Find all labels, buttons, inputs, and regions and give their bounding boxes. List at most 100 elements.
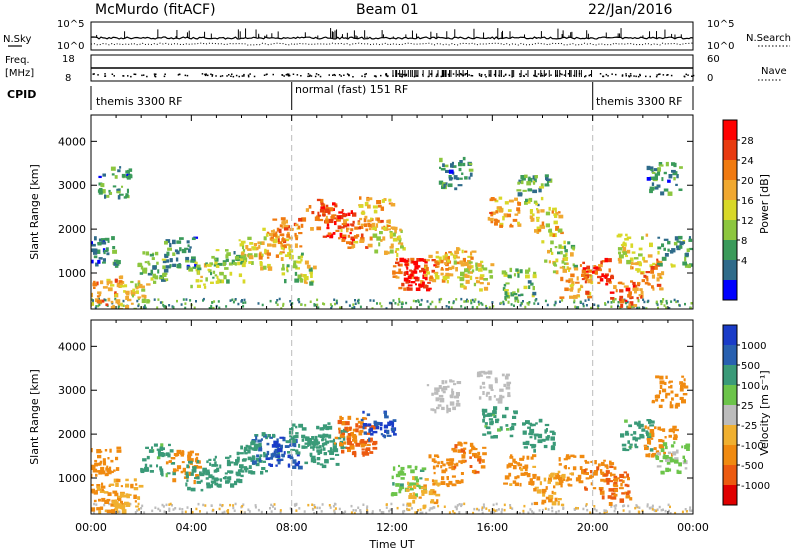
echo-cell	[445, 253, 448, 257]
ground-scatter-cell	[163, 510, 166, 513]
echo-cell	[469, 442, 474, 447]
echo-cell	[620, 244, 624, 247]
echo-cell	[470, 256, 474, 260]
ground-scatter-cell	[332, 505, 335, 508]
ground-scatter-cell	[597, 306, 600, 309]
echo-cell	[481, 264, 484, 270]
ground-scatter-cell	[481, 511, 484, 514]
echo-cell	[251, 447, 255, 451]
echo-cell	[285, 219, 288, 224]
ground-scatter-cell	[477, 300, 480, 304]
ground-scatter-cell	[495, 509, 498, 512]
echo-cell	[509, 455, 514, 459]
echo-cell	[274, 454, 279, 458]
echo-cell	[387, 224, 391, 227]
echo-cell	[563, 245, 567, 250]
echo-cell	[619, 295, 624, 299]
echo-cell	[580, 285, 584, 289]
echo-cell	[121, 185, 124, 188]
ground-scatter-cell	[551, 509, 554, 513]
x-tick-label: 00:00	[677, 521, 709, 534]
echo-cell	[392, 265, 397, 268]
echo-cell	[588, 269, 593, 273]
echo-cell	[650, 169, 654, 172]
echo-cell	[335, 462, 340, 466]
echo-cell	[628, 303, 631, 308]
ground-scatter-cell	[493, 510, 496, 514]
echo-cell	[104, 500, 110, 504]
echo-cell	[216, 467, 220, 472]
echo-cell	[682, 455, 686, 459]
echo-cell	[148, 449, 154, 453]
echo-cell	[334, 442, 337, 445]
nave-point	[649, 75, 651, 78]
echo-cell	[460, 285, 466, 288]
echo-cell	[457, 184, 463, 187]
echo-cell	[558, 211, 561, 214]
echo-cell	[669, 401, 672, 405]
echo-cell	[667, 240, 671, 245]
echo-cell	[532, 465, 537, 468]
echo-cell	[513, 410, 518, 413]
echo-cell	[381, 226, 384, 230]
ground-scatter-cell	[185, 298, 188, 301]
echo-cell	[569, 478, 573, 481]
echo-cell	[125, 290, 130, 295]
ground-scatter-cell	[269, 507, 271, 510]
echo-cell	[503, 283, 507, 287]
echo-cell	[688, 236, 691, 240]
echo-cell	[214, 461, 217, 465]
echo-cell	[657, 262, 660, 266]
ground-scatter-cell	[503, 503, 506, 507]
echo-cell	[298, 232, 303, 235]
echo-cell	[601, 495, 605, 500]
echo-cell	[550, 240, 554, 245]
cpid-label: CPID	[7, 88, 36, 101]
echo-cell	[514, 476, 518, 480]
echo-cell	[586, 274, 592, 277]
echo-cell	[468, 261, 473, 264]
echo-cell	[679, 387, 684, 392]
echo-cell	[454, 395, 459, 399]
nave-point	[633, 75, 635, 77]
echo-cell	[658, 162, 663, 166]
echo-cell	[517, 181, 520, 185]
echo-cell	[242, 458, 247, 461]
echo-cell	[247, 456, 252, 461]
echo-cell	[152, 265, 157, 270]
nave-point	[146, 75, 148, 78]
echo-cell	[505, 282, 510, 285]
echo-cell	[99, 450, 103, 453]
echo-cell	[124, 501, 129, 506]
ground-scatter-cell	[610, 505, 613, 508]
echo-cell	[125, 483, 130, 488]
ground-scatter-cell	[279, 509, 282, 512]
ground-scatter-cell	[586, 508, 589, 512]
colorbar-frame	[722, 324, 738, 506]
ground-scatter-cell	[526, 302, 529, 305]
echo-cell	[294, 232, 297, 237]
echo-cell	[392, 482, 395, 486]
echo-cell	[560, 474, 564, 480]
ground-scatter-cell	[452, 301, 455, 305]
ground-scatter-cell	[544, 507, 547, 510]
echo-cell	[116, 446, 122, 450]
echo-cell	[409, 269, 412, 272]
echo-cell	[334, 436, 339, 440]
echo-cell	[163, 268, 169, 273]
nave-point	[435, 75, 438, 78]
echo-cell	[393, 492, 398, 496]
echo-cell	[91, 473, 93, 479]
echo-cell	[657, 236, 661, 239]
echo-cell	[576, 294, 580, 297]
echo-cell	[102, 286, 108, 289]
ground-scatter-cell	[184, 510, 187, 514]
ground-scatter-cell	[161, 301, 164, 304]
y-tick-label: 1000	[58, 472, 86, 485]
echo-cell	[498, 196, 503, 200]
echo-cell	[246, 254, 249, 257]
echo-cell	[99, 506, 104, 510]
echo-cell	[666, 462, 671, 465]
echo-cell	[536, 231, 540, 234]
